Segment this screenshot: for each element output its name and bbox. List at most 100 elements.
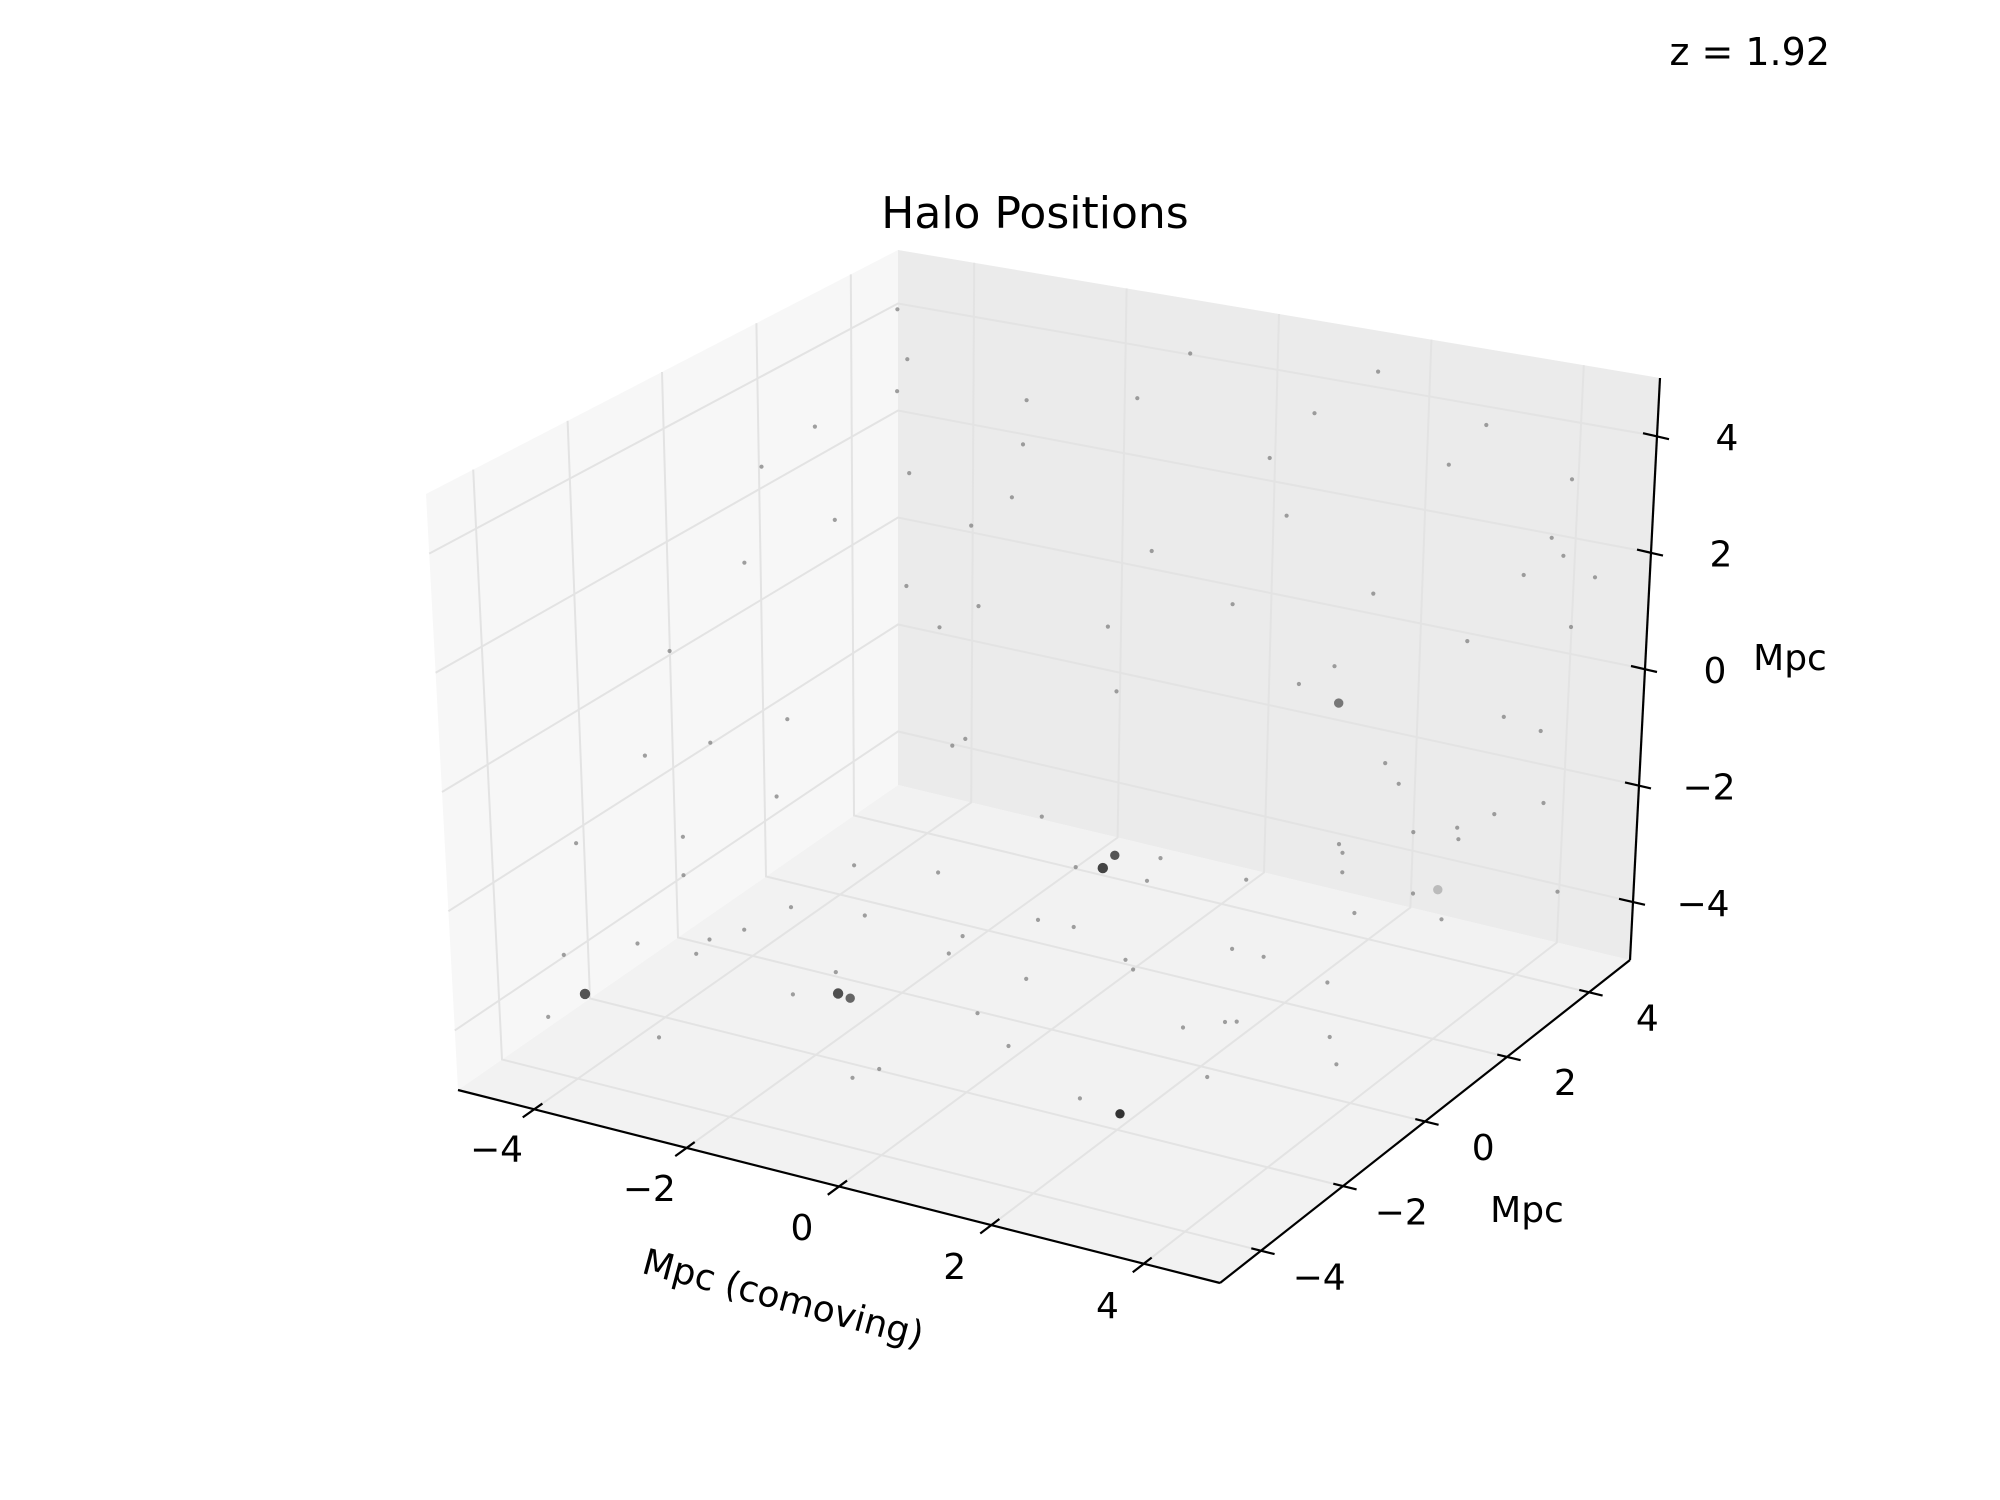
halo-point — [1230, 946, 1235, 952]
halo-point — [1105, 624, 1110, 629]
halo-point — [680, 834, 686, 839]
halo-point — [833, 970, 838, 975]
halo-point — [1340, 870, 1345, 875]
halo-point — [1097, 862, 1109, 874]
halo-point — [1410, 891, 1416, 896]
halo-point — [1492, 812, 1497, 817]
axis-ticks: −4 −2 0 2 4 −4 −2 0 2 4 −4 −2 0 2 4 — [470, 418, 1738, 1327]
halo-point — [1024, 976, 1029, 982]
z-tick-label: 2 — [1710, 535, 1733, 576]
y-tick-label: 0 — [1472, 1128, 1495, 1169]
halo-point — [1073, 865, 1078, 870]
halo-point — [1549, 535, 1554, 540]
grid-line-x — [990, 339, 1433, 1226]
halo-point — [1501, 714, 1506, 720]
halo-point — [574, 841, 579, 846]
halo-point — [907, 471, 912, 476]
z-axis-label: Mpc — [1753, 638, 1827, 679]
y-axis-label: Mpc — [1490, 1190, 1564, 1231]
grid-line-x — [1143, 365, 1585, 1265]
halo-point — [790, 992, 796, 997]
grid-line-z — [447, 623, 1640, 913]
halo-point — [1521, 572, 1526, 578]
halo-point — [667, 648, 672, 654]
z-tick — [1630, 664, 1658, 674]
halo-point — [1244, 877, 1249, 882]
halo-point — [1020, 442, 1026, 447]
halo-point — [963, 736, 968, 742]
x-tick — [674, 1141, 696, 1157]
halo-point — [1180, 1025, 1186, 1030]
halo-point — [1135, 396, 1140, 401]
x-axis-label: Mpc (comoving) — [638, 1242, 928, 1356]
halo-point — [1230, 602, 1235, 607]
halo-point — [694, 951, 699, 956]
y-tick — [1333, 1182, 1357, 1191]
halo-point — [642, 753, 648, 758]
left-pane — [426, 250, 898, 1090]
grid-line-x — [838, 313, 1280, 1188]
z-tick — [1618, 897, 1646, 906]
halo-point — [1325, 980, 1330, 985]
halo-point — [1446, 462, 1451, 467]
halo-point — [1327, 1034, 1332, 1040]
halo-point — [1456, 837, 1461, 842]
halo-point — [1465, 639, 1470, 644]
halo-point — [1149, 548, 1154, 554]
halo-point — [1371, 591, 1376, 596]
z-tick-label: −4 — [1676, 884, 1729, 925]
halo-point — [850, 1075, 855, 1080]
halo-point — [960, 934, 965, 939]
halo-point — [1439, 917, 1444, 922]
halo-point — [862, 913, 867, 918]
halo-point — [1158, 856, 1163, 861]
halo-point — [1024, 398, 1029, 403]
grid-line-z — [428, 302, 1658, 555]
halo-point — [1222, 1019, 1228, 1025]
x-tick — [522, 1102, 544, 1119]
halo-point — [832, 988, 844, 999]
y-tick — [1579, 988, 1603, 997]
halo-point — [1261, 954, 1266, 959]
halo-point — [1110, 850, 1120, 860]
halo-point — [635, 941, 640, 946]
halo-points — [546, 307, 1598, 1119]
halo-point — [1009, 495, 1015, 500]
halo-point — [1123, 957, 1128, 962]
halo-point — [975, 1011, 980, 1016]
grid-line-y — [755, 323, 1508, 1058]
y-tick-label: −2 — [1375, 1193, 1428, 1234]
grid-line-y — [566, 420, 1344, 1188]
halo-point — [950, 743, 955, 748]
x-tick — [1132, 1256, 1153, 1274]
halo-point — [1205, 1074, 1210, 1080]
halo-point — [1484, 422, 1489, 428]
halo-point — [904, 583, 909, 589]
halo-point — [1568, 624, 1574, 630]
halo-point — [1396, 781, 1401, 786]
y-tick — [1415, 1118, 1439, 1126]
grid-line-x — [533, 262, 976, 1111]
z-tick-label: −2 — [1682, 767, 1735, 808]
halo-point — [937, 625, 942, 630]
redshift-annotation: z = 1.92 — [1669, 30, 1830, 74]
halo-point — [656, 1035, 662, 1040]
y-tick — [1251, 1247, 1275, 1256]
halo-point — [1071, 924, 1076, 930]
halo-point — [1144, 878, 1150, 883]
halo-point — [1555, 889, 1560, 894]
x-tick — [979, 1218, 1001, 1235]
halo-point — [969, 523, 974, 528]
halo-point — [1336, 842, 1342, 847]
halo-point — [785, 717, 790, 722]
halo-point — [1455, 825, 1460, 830]
x-tick-label: −4 — [470, 1130, 523, 1171]
halo-point — [561, 952, 566, 958]
z-tick-label: 0 — [1704, 651, 1727, 692]
halo-point — [1267, 455, 1272, 461]
halo-point — [946, 951, 951, 956]
halo-point — [895, 389, 900, 394]
halo-point — [759, 464, 764, 469]
halo-point — [812, 424, 818, 429]
